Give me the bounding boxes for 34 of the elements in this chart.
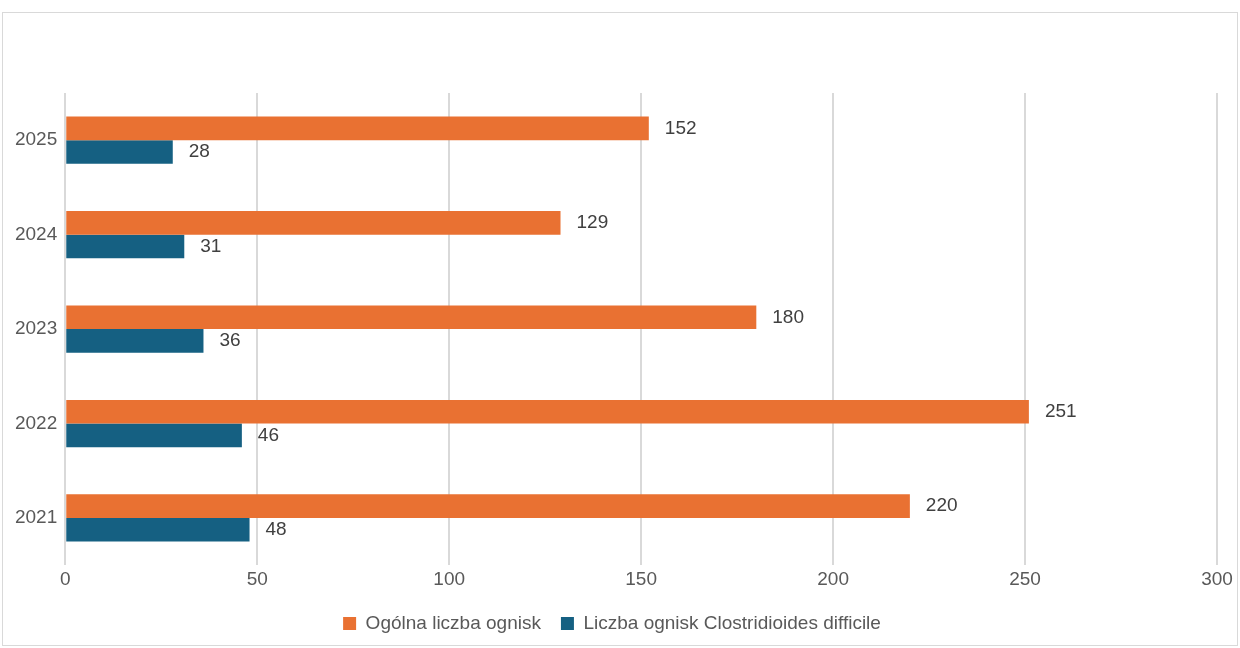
bar [66, 399, 1029, 424]
x-tick-label: 150 [625, 567, 657, 589]
x-tick-label: 0 [59, 567, 71, 589]
bar [66, 517, 250, 542]
data-label: 251 [1044, 399, 1077, 421]
bar [66, 494, 910, 518]
data-label: 180 [772, 305, 805, 327]
x-tick-label: 300 [1201, 567, 1233, 589]
y-tick-label: 2021 [14, 506, 58, 528]
data-label: 129 [576, 211, 609, 233]
x-tick-label: 50 [246, 567, 268, 589]
bar [66, 140, 173, 164]
data-label: 36 [219, 329, 241, 351]
y-tick-label: 2023 [14, 317, 58, 339]
data-label: 48 [265, 518, 287, 540]
bar [66, 116, 649, 141]
data-label: 46 [257, 423, 280, 445]
bar [66, 305, 757, 330]
legend-label: Ogólna liczba ognisk [365, 611, 542, 633]
data-label: 152 [664, 116, 697, 138]
data-label: 28 [188, 140, 210, 162]
bar [66, 211, 561, 235]
y-tick-label: 2022 [14, 411, 58, 433]
x-tick-label: 100 [433, 567, 466, 589]
x-tick-label: 200 [817, 567, 849, 589]
data-label: 31 [200, 234, 222, 256]
bar [66, 329, 204, 353]
bar [66, 234, 185, 259]
x-tick-label: 250 [1009, 567, 1041, 589]
legend-label: Liczba ognisk Clostridioides difficile [583, 611, 881, 633]
data-label: 220 [925, 494, 958, 516]
bar [66, 423, 242, 448]
y-tick-label: 2025 [14, 128, 58, 150]
y-tick-label: 2024 [14, 222, 58, 244]
